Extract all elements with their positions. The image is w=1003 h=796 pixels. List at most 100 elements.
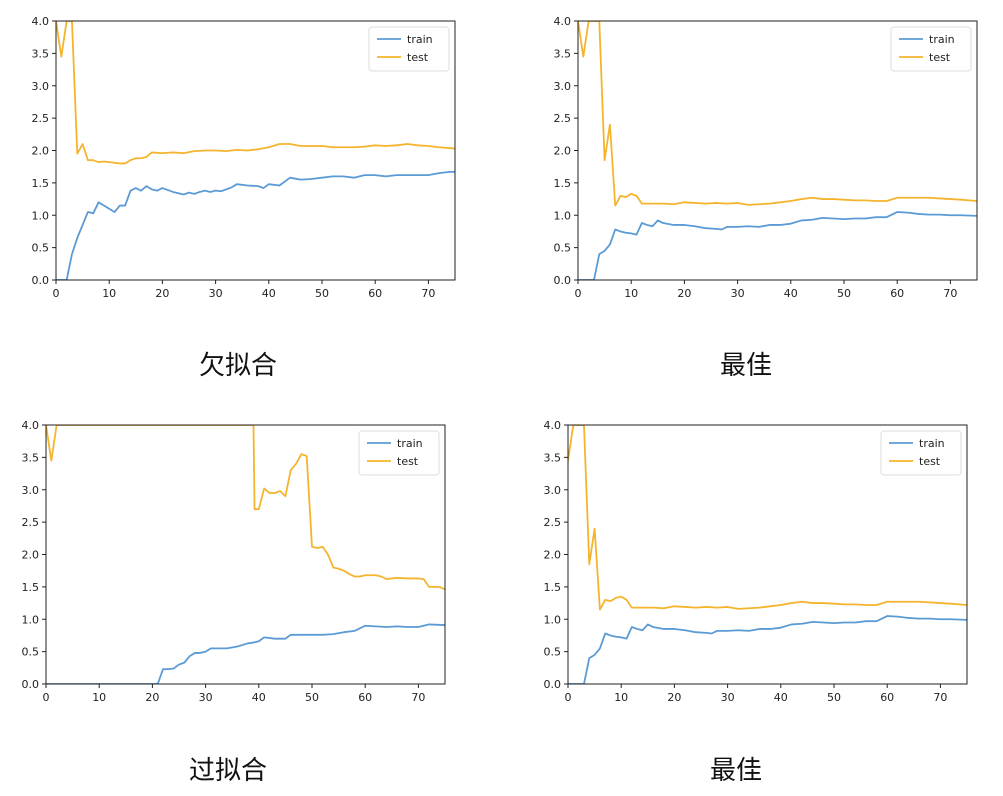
- x-tick-label: 50: [315, 287, 329, 300]
- y-tick-label: 3.5: [22, 451, 40, 464]
- chart-panel-3: 0.0 0.5 1.0 1.5 2.0 2.5 3.0 3.5 4.0 0 10 20 30 40 50 60…: [0, 0, 470, 710]
- x-tick-label: 60: [890, 287, 904, 300]
- y-tick-label: 0.0: [32, 274, 50, 287]
- legend-label-train: train: [929, 33, 955, 46]
- y-tick-label: 1.0: [544, 613, 562, 626]
- legend-label-test: test: [397, 455, 419, 468]
- caption-overfit: 过拟合: [188, 756, 267, 786]
- series-line-train: [578, 211, 977, 280]
- y-tick-label: 0.0: [544, 678, 562, 691]
- y-tick-label: 2.5: [554, 112, 572, 125]
- x-tick-label: 10: [614, 691, 628, 704]
- x-tick-label: 10: [102, 287, 116, 300]
- legend-label-test: test: [919, 455, 941, 468]
- x-tick-label: 30: [721, 691, 735, 704]
- x-tick-label: 60: [880, 691, 894, 704]
- y-tick-label: 1.5: [554, 177, 572, 190]
- x-tick-label: 40: [784, 287, 798, 300]
- y-tick-label: 1.5: [544, 581, 562, 594]
- series-line-train: [46, 623, 445, 684]
- x-tick-label: 20: [155, 287, 169, 300]
- legend-label-train: train: [919, 437, 945, 450]
- y-tick-label: 3.0: [22, 484, 40, 497]
- y-tick-label: 0.5: [554, 242, 572, 255]
- x-tick-label: 20: [145, 691, 159, 704]
- caption-best-top: 最佳: [719, 351, 772, 381]
- x-tick-label: 20: [667, 691, 681, 704]
- y-tick-label: 3.0: [544, 484, 562, 497]
- series-line-test: [56, 21, 455, 165]
- x-tick-label: 40: [262, 287, 276, 300]
- y-tick-label: 3.5: [544, 451, 562, 464]
- y-tick-label: 2.0: [544, 549, 562, 562]
- y-tick-label: 4.0: [544, 419, 562, 432]
- chart-underfit: 0.0 0.5 1.0 1.5 2.0 2.5 3.0 3.5 4.0 0 10 20 30 40 50 60…: [32, 15, 456, 300]
- y-tick-label: 2.0: [554, 145, 572, 158]
- y-tick-label: 4.0: [22, 419, 40, 432]
- x-tick-label: 10: [624, 287, 638, 300]
- y-tick-label: 2.5: [32, 112, 50, 125]
- x-tick-label: 50: [827, 691, 841, 704]
- legend: train test: [358, 430, 440, 476]
- legend: train test: [368, 26, 450, 72]
- y-tick-label: 0.5: [544, 646, 562, 659]
- x-tick-label: 10: [92, 691, 106, 704]
- y-tick-label: 1.0: [22, 613, 40, 626]
- x-tick-label: 30: [199, 691, 213, 704]
- x-tick-label: 70: [943, 287, 957, 300]
- y-tick-label: 2.5: [544, 516, 562, 529]
- y-tick-label: 0.5: [22, 646, 40, 659]
- x-tick-label: 60: [358, 691, 372, 704]
- series-line-test: [578, 21, 977, 207]
- x-tick-label: 0: [575, 287, 582, 300]
- x-tick-label: 30: [731, 287, 745, 300]
- y-tick-label: 2.0: [22, 549, 40, 562]
- series-line-train: [56, 170, 455, 280]
- y-tick-label: 3.0: [554, 80, 572, 93]
- y-tick-label: 3.0: [32, 80, 50, 93]
- y-tick-label: 1.0: [554, 209, 572, 222]
- chart-overfit: 0.0 0.5 1.0 1.5 2.0 2.5 3.0 3.5 4.0 0 10 20 30 40 50 60…: [22, 419, 446, 704]
- x-tick-label: 40: [252, 691, 266, 704]
- y-tick-label: 0.0: [554, 274, 572, 287]
- x-tick-label: 0: [43, 691, 50, 704]
- y-tick-label: 0.0: [22, 678, 40, 691]
- legend: train test: [880, 430, 962, 476]
- x-tick-label: 70: [411, 691, 425, 704]
- x-tick-label: 0: [565, 691, 572, 704]
- legend-label-test: test: [929, 51, 951, 64]
- y-tick-label: 1.0: [32, 209, 50, 222]
- x-tick-label: 30: [209, 287, 223, 300]
- legend-label-test: test: [407, 51, 429, 64]
- legend-label-train: train: [397, 437, 423, 450]
- y-tick-label: 2.0: [32, 145, 50, 158]
- chart-best-top: 0.0 0.5 1.0 1.5 2.0 2.5 3.0 3.5 4.0 0 10 20 30 40 50 60…: [554, 15, 978, 300]
- x-tick-label: 50: [305, 691, 319, 704]
- chart-panel-4: 0.0 0.5 1.0 1.5 2.0 2.5 3.0 3.5 4.0 0 10 20 30 40 50 60…: [544, 419, 968, 704]
- y-tick-label: 3.5: [32, 47, 50, 60]
- y-tick-label: 1.5: [32, 177, 50, 190]
- x-tick-label: 20: [677, 287, 691, 300]
- x-tick-label: 0: [53, 287, 60, 300]
- y-tick-label: 1.5: [22, 581, 40, 594]
- series-line-test: [46, 425, 445, 591]
- series-line-train: [568, 615, 967, 684]
- y-tick-label: 3.5: [554, 47, 572, 60]
- y-tick-label: 2.5: [22, 516, 40, 529]
- caption-underfit: 欠拟合: [198, 351, 277, 381]
- chart-panel-2: 0.0 0.5 1.0 1.5 2.0 2.5 3.0 3.5 4.0 0 10 20 30 40 50 60…: [0, 0, 1003, 300]
- y-tick-label: 4.0: [32, 15, 50, 28]
- caption-best-bottom: 最佳: [709, 756, 762, 786]
- x-tick-label: 50: [837, 287, 851, 300]
- series-line-test: [568, 425, 967, 611]
- legend: train test: [890, 26, 972, 72]
- legend-label-train: train: [407, 33, 433, 46]
- y-tick-label: 0.5: [32, 242, 50, 255]
- chart-panel-1: 0.0 0.5 1.0 1.5 2.0 2.5 3.0 3.5 4.0 0 10 20 30 40 50 60…: [0, 0, 470, 300]
- y-tick-label: 4.0: [554, 15, 572, 28]
- x-tick-label: 40: [774, 691, 788, 704]
- chart-best-bottom: 0.0 0.5 1.0 1.5 2.0 2.5 3.0 3.5 4.0 0 10 20 30 40 50 60…: [544, 419, 968, 704]
- x-tick-label: 70: [421, 287, 435, 300]
- x-tick-label: 60: [368, 287, 382, 300]
- x-tick-label: 70: [933, 691, 947, 704]
